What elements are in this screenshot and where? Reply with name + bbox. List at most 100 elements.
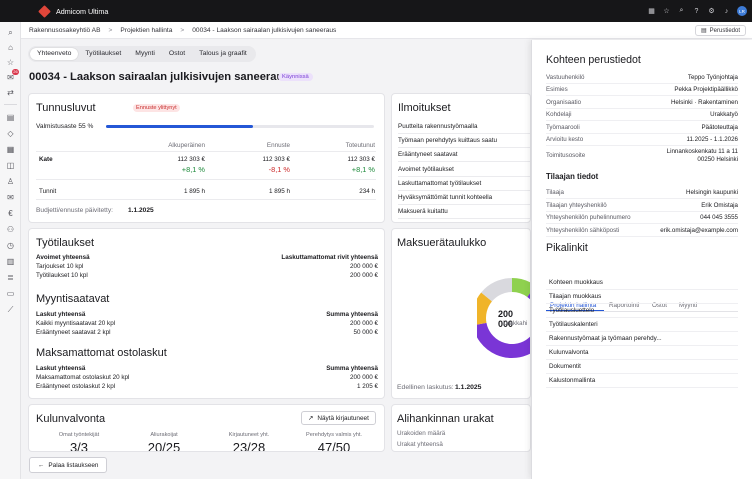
grid-icon[interactable]: ▦ [6,145,15,154]
kate-pct: +8,1 % [181,165,205,174]
tab-yhteenveto[interactable]: Yhteenveto [30,48,79,60]
divider [546,83,738,84]
quick-link[interactable]: Kulunvalvonta [546,346,738,360]
kv-row: Kohdelaji Urakkatyö [546,111,738,121]
kv-label: Kohdelaji [546,111,572,119]
kv-value: 044 045 3555 [700,214,738,222]
notification-item[interactable]: Avoimet työtilaukset [398,165,454,173]
notification-item[interactable]: Hyväksymättömät tunnit kohteella [398,194,493,201]
column-header: Alkuperäinen [168,142,205,149]
donut-center-value: 200 000 [498,309,514,329]
kate-value: 112 303 € [177,156,205,163]
quick-link[interactable]: Dokumentit [546,360,738,374]
tab-raportointi[interactable]: Raportointi [609,302,640,309]
kv-row: Esimies Pekka Projektipäällikkö [546,86,738,96]
donut-center-label: Urakkahi [503,320,528,327]
app-name: Admicom Ultima [56,6,109,16]
chart-icon[interactable]: ▥ [6,257,15,266]
perustiedot-panel: Kohteen perustiedot Vastuuhenkilö Teppo T… [531,40,752,479]
notification-item[interactable]: Puutteita rakennustyömaalla [398,123,478,130]
tab-ostot[interactable]: Ostot [168,50,186,57]
breadcrumb-separator: > [108,26,113,34]
line-item: Työtilaukset 10 kpl [36,272,88,279]
quick-link[interactable]: Kohteen muokkaus [546,276,738,290]
divider [546,107,738,109]
progress-fill [106,125,254,128]
stack-icon[interactable]: ≣ [7,273,14,282]
kv-label: Organisaatio [546,98,582,106]
tab-myynti[interactable]: Myynti [135,50,155,57]
kate-pct: +8,1 % [351,165,375,174]
divider [546,223,738,225]
users-icon[interactable]: ⚇ [6,225,15,234]
settings-icon[interactable]: ⚙ [708,8,715,15]
tab-myynti[interactable]: Myynti [679,302,698,309]
tab-talous[interactable]: Talous ja graafit [199,50,247,57]
tag-icon[interactable]: ◇ [7,129,14,138]
star-icon[interactable]: ☆ [6,58,15,67]
kv-label: Arvioitu kesto [546,136,584,143]
back-button[interactable]: ← Palaa listaukseen [29,457,108,473]
trend-icon[interactable]: ⟋ [7,304,14,314]
kv-label: Esimies [546,86,568,94]
breadcrumb-item[interactable]: Projektien hallinta [120,26,173,34]
divider [546,120,738,122]
kv-row: Vastuuhenkilö Teppo Työnjohtaja [546,74,738,84]
transfer-icon[interactable]: ⇄ [7,88,14,97]
euro-icon[interactable]: € [8,209,13,218]
notification-item[interactable]: Työmaan perehdytys kuittaus saatu [398,137,498,145]
breadcrumb: Rakennusosakeyhtiö AB > Projektien halli… [21,22,752,39]
quick-link[interactable]: Tilaajan muokkaus [546,290,738,304]
cube-icon[interactable]: ◫ [6,161,15,170]
section-head: Laskut yhteensä [36,311,86,318]
kate-pct: -8,1 % [268,165,290,174]
divider [546,132,738,134]
arrow-left-icon: ← [38,461,45,469]
kv-row: Tilaajan yhteyshenkilö Erik Omistaja [546,202,738,212]
kate-value: 112 303 € [262,156,290,163]
kv-label: Vastuuhenkilö [546,74,585,81]
divider [398,175,530,177]
notification-item[interactable]: Laskuttamattomat työtilaukset [398,179,482,187]
home-icon[interactable]: ⌂ [8,43,13,52]
notification-item[interactable]: Erääntyneet saatavat [398,151,458,159]
stat-value: 47/50 [317,440,351,452]
hours-value: 1 895 h [183,188,205,195]
donut-segment [477,293,530,358]
inbox-icon[interactable]: ✉ 26 [7,69,19,82]
search-icon[interactable]: ⌕ [8,27,13,37]
grid-icon[interactable]: ▦ [648,8,655,15]
kv-value: Helsingin kaupunki [686,189,738,196]
person-icon[interactable]: ♙ [6,177,15,186]
kv-label: Tilaajan yhteyshenkilö [546,201,607,209]
clock-icon[interactable]: ◷ [7,241,14,250]
bell-icon[interactable]: ♪ [724,7,729,15]
updated-value: 1.1.2025 [128,207,154,214]
avatar[interactable]: LR [737,6,747,16]
quick-link[interactable]: Kalustonmallinta [546,374,738,388]
kv-value: Helsinki · Rakentaminen [670,98,738,106]
quick-link[interactable]: Työtilausluettelo [546,304,738,318]
show-logged-in-button[interactable]: ↗ Näytä kirjautuneet [301,411,376,425]
tab-tyotilaukset[interactable]: Työtilaukset [85,50,122,57]
mail-icon[interactable]: ✉ [7,193,14,202]
line-value: 200 000 € [349,320,378,327]
kv-row: Organisaatio Helsinki · Rakentaminen [546,99,738,109]
line-item: Urakoiden määrä [397,430,446,437]
quick-link[interactable]: Työtilauskalenteri [546,318,738,332]
star-icon[interactable]: ☆ [663,8,670,15]
aliurakat-card: Alihankinnan urakat Urakoiden määrä Urak… [391,404,531,452]
perustiedot-button[interactable]: ▤ Perustiedot [694,25,746,36]
search-icon[interactable]: ⌕ [679,7,684,14]
sidebar-divider [4,104,17,105]
quick-link[interactable]: Rakennustyömaat ja työmaan perehdy... [546,332,738,346]
notification-item[interactable]: Maksuerä kuitattu [398,208,448,216]
breadcrumb-item[interactable]: Rakennusosakeyhtiö AB [29,26,101,34]
folder-icon[interactable]: ▭ [6,289,15,298]
document-icon[interactable]: ▤ [6,113,15,122]
kv-label: Yhteyshenkilön puhelinnumero [546,214,631,222]
info-icon: ▤ [700,28,707,34]
help-icon[interactable]: ? [694,7,699,15]
tab-ostot[interactable]: Ostot [652,302,668,309]
tab-projektin-hallinta[interactable]: Projektin hallinta [550,302,597,309]
